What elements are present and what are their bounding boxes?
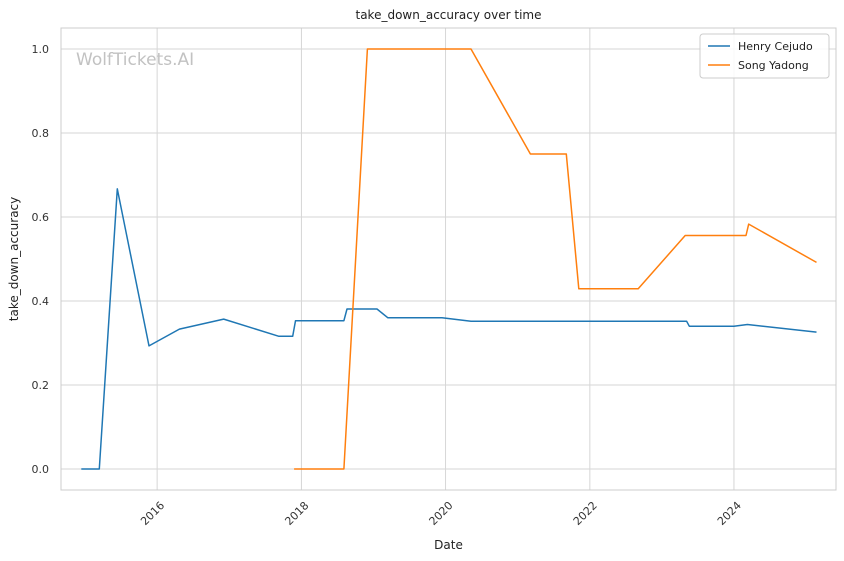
legend-label: Song Yadong bbox=[738, 59, 809, 72]
y-tick-label: 1.0 bbox=[32, 43, 50, 56]
y-axis-title: take_down_accuracy bbox=[7, 197, 21, 321]
y-tick-label: 0.2 bbox=[32, 379, 50, 392]
y-tick-label: 0.4 bbox=[32, 295, 50, 308]
plot-area-frame bbox=[60, 27, 837, 491]
series-lines bbox=[81, 48, 817, 470]
chart-title: take_down_accuracy over time bbox=[356, 8, 542, 22]
y-tick-label: 0.0 bbox=[32, 463, 50, 476]
y-tick-label: 0.6 bbox=[32, 211, 50, 224]
watermark: WolfTickets.AI bbox=[76, 50, 194, 70]
legend-label: Henry Cejudo bbox=[738, 40, 813, 53]
x-axis-title: Date bbox=[434, 538, 463, 552]
y-tick-label: 0.8 bbox=[32, 127, 50, 140]
legend: Henry Cejudo Song Yadong bbox=[699, 33, 830, 79]
series-line-2 bbox=[294, 48, 817, 470]
legend-box bbox=[699, 33, 830, 79]
y-axis-ticks: 0.0 0.2 0.4 0.6 0.8 1.0 bbox=[32, 43, 50, 476]
series-line-1 bbox=[81, 188, 817, 470]
